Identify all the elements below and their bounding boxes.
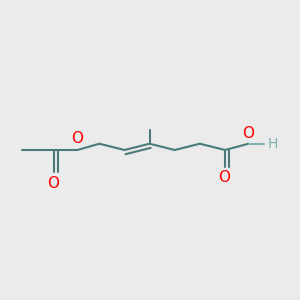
Text: O: O xyxy=(47,176,59,191)
Text: H: H xyxy=(267,137,278,151)
Text: O: O xyxy=(71,131,83,146)
Text: O: O xyxy=(218,170,230,185)
Text: O: O xyxy=(242,126,254,141)
